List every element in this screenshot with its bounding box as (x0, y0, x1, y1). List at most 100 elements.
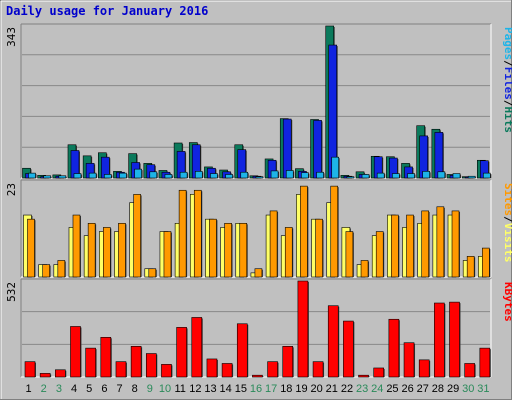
visits-legend-item: Visits (502, 223, 512, 263)
pages-bar (437, 171, 446, 179)
kbytes-bar (327, 305, 339, 378)
kbytes-bar (115, 361, 127, 378)
pages-bar (240, 171, 249, 179)
kbytes-bar (388, 318, 400, 378)
x-tick-label: 7 (116, 383, 122, 395)
pages-bar (285, 170, 294, 179)
kbytes-bar (479, 347, 491, 378)
sites-bar (360, 260, 369, 278)
sites-bar (42, 264, 50, 278)
x-tick-label: 10 (159, 383, 171, 395)
sites-bar (209, 218, 217, 278)
pages-bar (104, 174, 112, 179)
pages-bar (179, 171, 188, 179)
x-tick-label: 15 (235, 383, 247, 395)
pages-bar (376, 172, 385, 179)
kbytes-ymax-label: 532 (5, 282, 18, 302)
x-tick-label: 9 (147, 383, 153, 395)
x-tick-label: 4 (71, 383, 77, 395)
kbytes-bar (55, 369, 66, 378)
sites-bar (133, 194, 141, 278)
pages-bar (43, 175, 51, 179)
sites-bar (148, 268, 157, 278)
pages-bar (58, 175, 67, 179)
pages-bar (134, 168, 142, 179)
visits-legend-item: Sites (502, 183, 512, 216)
sites-bar (284, 227, 293, 278)
pages-bar (164, 174, 173, 179)
pages-bar (346, 176, 355, 179)
x-tick-label: 1 (26, 383, 32, 395)
x-tick-label: 26 (401, 383, 413, 395)
x-tick-label: 3 (56, 383, 62, 395)
x-tick-label: 12 (189, 383, 201, 395)
sites-bar (72, 214, 81, 278)
pages-bar (331, 156, 340, 179)
kbytes-bar (449, 301, 460, 378)
pages-bar (225, 174, 233, 179)
sites-bar (482, 247, 490, 278)
sites-bar (451, 210, 460, 278)
pages-bar (316, 171, 324, 179)
pages-bar (255, 176, 264, 179)
hits-ymax-label: 343 (5, 27, 18, 47)
x-tick-label: 11 (174, 383, 185, 395)
x-tick-label: 21 (326, 383, 338, 395)
pages-bar (149, 171, 158, 179)
sites-bar (315, 218, 323, 278)
kbytes-bar (282, 346, 294, 378)
x-tick-label: 19 (295, 383, 307, 395)
sites-bar (163, 231, 172, 278)
kbytes-bar (418, 359, 430, 378)
pages-bar (483, 172, 491, 179)
x-tick-label: 16 (250, 383, 262, 395)
kbytes-bar (236, 323, 248, 378)
sites-bar (421, 210, 429, 278)
sites-bar (27, 218, 35, 278)
pages-bar (28, 172, 36, 179)
pages-bar (270, 170, 279, 179)
sites-bar (345, 231, 354, 278)
visits-legend: Sites/Visits (502, 183, 512, 263)
hits-legend-item: / (502, 100, 512, 107)
kbytes-legend: KBytes (502, 282, 512, 322)
kbytes-bar (343, 320, 354, 378)
x-tick-label: 25 (386, 383, 398, 395)
x-tick-label: 2 (41, 383, 47, 395)
pages-bar (301, 172, 309, 179)
pages-bar (210, 173, 218, 179)
pages-bar (452, 173, 461, 179)
hits-legend-item: Pages (502, 27, 512, 60)
x-tick-label: 6 (101, 383, 107, 395)
hits-panel (21, 24, 491, 178)
sites-bar (375, 231, 384, 278)
sites-bar (87, 223, 96, 278)
hits-legend: Pages/Files/Hits (502, 27, 512, 133)
x-tick-label: 27 (417, 383, 429, 395)
x-tick-label: 28 (432, 383, 444, 395)
kbytes-bar (312, 361, 324, 378)
x-tick-label: 31 (477, 383, 489, 395)
hits-legend-item: Files (502, 67, 512, 100)
sites-bar (118, 223, 126, 278)
kbytes-bar (206, 358, 218, 378)
kbytes-legend-item: KBytes (502, 282, 512, 322)
kbytes-bar (191, 317, 203, 378)
pages-bar (361, 174, 370, 179)
pages-bar (407, 173, 415, 179)
sites-bar (224, 223, 232, 278)
sites-bar (57, 260, 66, 278)
sites-bar (269, 210, 278, 278)
pages-bar (88, 172, 97, 179)
files-bar (434, 132, 444, 179)
pages-bar (194, 171, 203, 179)
kbytes-bar (252, 374, 263, 378)
kbytes-bar (70, 326, 81, 378)
pages-bar (422, 171, 430, 179)
hits-legend-item: / (502, 60, 512, 67)
pages-bar (392, 173, 400, 179)
kbytes-bar (24, 361, 36, 378)
kbytes-bar (130, 346, 142, 378)
